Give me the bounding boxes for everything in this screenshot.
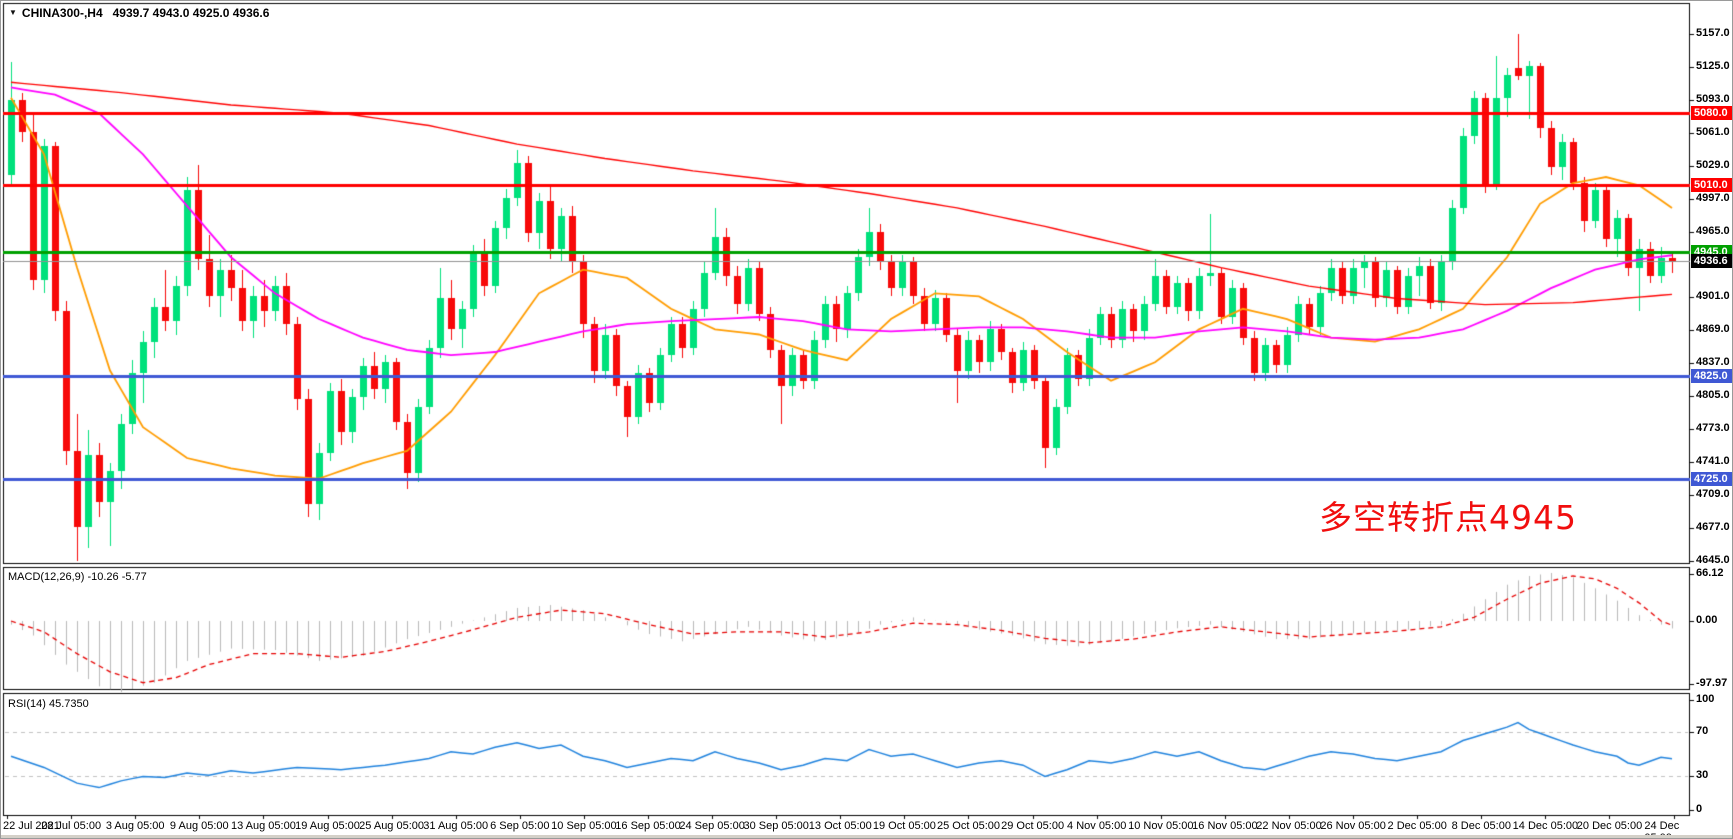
macd-tick-label: 0.00 [1696,614,1718,626]
price-tick-label: 5029.0 [1696,158,1730,171]
time-axis-label: 22 Jul 2021 [3,820,60,832]
rsi-indicator-label: RSI(14) 45.7350 [8,698,89,710]
price-tick-label: 4645.0 [1696,553,1730,566]
price-tick-label: 5157.0 [1696,26,1730,39]
price-badge: 5010.0 [1691,178,1732,193]
time-axis-label: 19 Aug 05:00 [295,820,360,832]
price-badge: 5080.0 [1691,106,1732,121]
time-axis-label: 16 Sep 05:00 [615,820,681,832]
time-axis-label: 14 Dec 05:00 [1512,820,1579,832]
time-axis-label: 16 Nov 05:00 [1192,820,1258,832]
price-tick-label: 4709.0 [1696,488,1730,501]
price-tick-label: 5061.0 [1696,125,1730,138]
time-axis-label: 22 Nov 05:00 [1256,820,1322,832]
price-tick-label: 4805.0 [1696,389,1730,402]
time-axis-label: 26 Nov 05:00 [1320,820,1386,832]
time-axis-label: 28 Jul 05:00 [41,820,102,832]
price-tick-label: 4837.0 [1696,356,1730,369]
time-axis-label: 6 Sep 05:00 [490,820,550,832]
price-tick-label: 4869.0 [1696,323,1730,336]
chart-text-annotation: 多空转折点4945 [1319,498,1577,537]
price-tick-label: 4901.0 [1696,290,1730,303]
time-axis-label: 20 Dec 05:00 [1576,820,1643,832]
time-axis-label: 25 Oct 05:00 [937,820,1000,832]
rsi-tick-label: 30 [1696,769,1709,782]
time-axis-label: 4 Nov 05:00 [1067,820,1127,832]
macd-indicator-label: MACD(12,26,9) -10.26 -5.77 [8,571,147,583]
time-axis-label: 10 Sep 05:00 [551,820,617,832]
time-axis-label: 30 Sep 05:00 [743,820,809,832]
time-axis-label: 13 Oct 05:00 [808,820,872,832]
macd-tick-label: -97.97 [1696,677,1728,689]
price-tick-label: 4773.0 [1696,422,1730,435]
price-badge: 4825.0 [1691,368,1732,383]
time-axis-label: 25 Aug 05:00 [359,820,425,832]
rsi-tick-label: 0 [1696,803,1703,815]
symbol-timeframe-label: CHINA300-,H4 [21,6,103,20]
price-tick-label: 4677.0 [1696,521,1730,534]
time-axis-label: 13 Aug 05:00 [230,820,296,832]
window-bottom-edge [1,835,1732,838]
time-axis-label: 24 Sep 05:00 [679,820,745,832]
rsi-tick-label: 70 [1696,724,1709,737]
price-tick-label: 4741.0 [1696,455,1730,468]
time-axis-label: 10 Nov 05:00 [1128,820,1194,832]
chart-title: ▼ CHINA300-,H4 4939.7 4943.0 4925.0 4936.6 [9,6,269,20]
rsi-tick-label: 100 [1696,693,1715,705]
time-axis-label: 19 Oct 05:00 [872,820,936,832]
time-axis-label: 3 Aug 05:00 [105,820,165,832]
time-axis-label: 29 Oct 05:00 [1001,820,1065,832]
price-tick-label: 5125.0 [1696,59,1730,72]
price-badge: 4936.6 [1691,253,1732,268]
price-badge: 4725.0 [1691,471,1732,486]
price-tick-label: 4997.0 [1696,191,1730,204]
macd-tick-label: 66.12 [1696,567,1724,579]
chevron-down-icon[interactable]: ▼ [9,8,17,17]
time-axis-label: 8 Dec 05:00 [1451,820,1511,832]
time-axis-label: 9 Aug 05:00 [169,820,229,832]
ohlc-values: 4939.7 4943.0 4925.0 4936.6 [112,6,270,20]
time-axis-label: 31 Aug 05:00 [423,820,489,832]
price-tick-label: 5093.0 [1696,92,1730,105]
price-tick-label: 4965.0 [1696,224,1730,237]
time-axis-label: 2 Dec 05:00 [1387,820,1447,832]
